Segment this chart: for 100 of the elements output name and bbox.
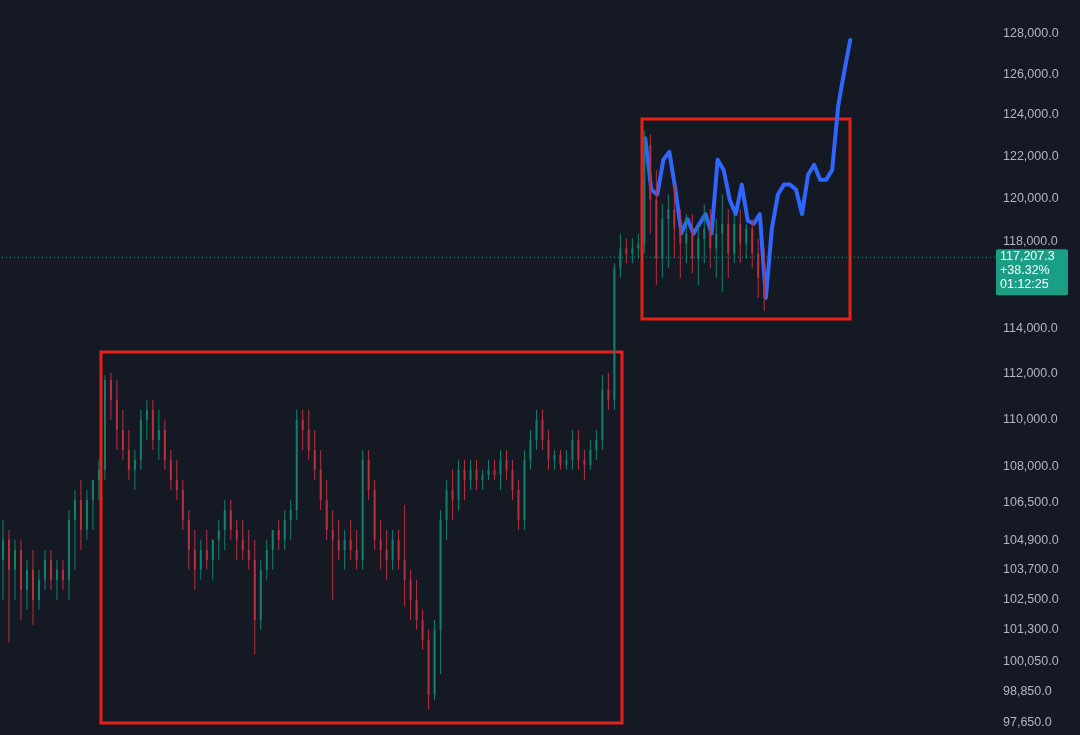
candlestick — [331, 509, 334, 601]
candlestick — [541, 409, 544, 451]
candlestick — [97, 459, 100, 501]
y-tick-label: 128,000.0 — [1003, 26, 1059, 41]
candlestick — [535, 409, 538, 451]
candlestick — [409, 569, 412, 621]
candlestick — [145, 399, 148, 441]
y-tick-label: 126,000.0 — [1003, 66, 1059, 81]
y-tick-label: 118,000.0 — [1003, 233, 1058, 248]
y-tick-label: 110,000.0 — [1003, 412, 1058, 427]
candlestick — [397, 529, 400, 571]
candlestick — [739, 208, 742, 264]
candlestick — [271, 529, 274, 571]
ref-line-label: 117,207.3 — [1000, 249, 1055, 264]
candlestick — [109, 372, 112, 421]
candlestick — [577, 429, 580, 471]
candlestick — [61, 559, 64, 591]
candlestick — [469, 459, 472, 491]
candlestick — [559, 449, 562, 471]
candlestick — [565, 449, 568, 471]
candlestick — [667, 194, 670, 269]
candlestick — [505, 449, 508, 481]
candlestick — [487, 459, 490, 481]
candlestick — [685, 213, 688, 264]
candlestick — [715, 218, 718, 279]
candlestick — [481, 469, 484, 491]
candlestick — [499, 449, 502, 491]
y-tick-label: 120,000.0 — [1003, 190, 1059, 205]
candlestick — [355, 529, 358, 571]
candlestick — [619, 233, 622, 279]
candlestick — [175, 459, 178, 501]
candlestick — [55, 559, 58, 601]
candlestick — [745, 223, 748, 259]
candlestick — [199, 539, 202, 581]
text: 01:12:25 — [1000, 277, 1049, 292]
candlestick — [91, 479, 94, 531]
y-tick-label: 122,000.0 — [1003, 148, 1059, 163]
candlestick — [7, 529, 10, 644]
candlestick — [703, 203, 706, 264]
candlestick — [547, 429, 550, 471]
candlestick — [697, 223, 700, 286]
candlestick — [49, 549, 52, 591]
candlestick — [277, 519, 280, 551]
y-tick-label: 100,050.0 — [1003, 653, 1059, 668]
candlestick — [583, 449, 586, 481]
candlestick — [13, 539, 16, 601]
candlestick — [283, 509, 286, 551]
candlestick — [721, 194, 724, 293]
candlestick — [313, 429, 316, 481]
y-tick-label: 102,500.0 — [1003, 591, 1059, 606]
y-tick-label: 108,000.0 — [1003, 458, 1059, 473]
candlestick — [235, 519, 238, 561]
candlestick — [265, 539, 268, 581]
candlestick — [37, 569, 40, 610]
candlestick — [217, 519, 220, 561]
candlestick — [349, 519, 352, 561]
candlestick — [73, 489, 76, 571]
y-tick-label: 114,000.0 — [1003, 321, 1058, 336]
y-tick-label: 98,850.0 — [1003, 684, 1052, 699]
candlestick — [205, 529, 208, 571]
line-series — [643, 37, 853, 300]
candlestick — [679, 208, 682, 279]
candlestick — [307, 409, 310, 461]
candlestick — [607, 372, 610, 411]
candlestick — [379, 519, 382, 571]
candlestick — [493, 459, 496, 481]
candlestick — [385, 529, 388, 581]
candlestick — [223, 499, 226, 551]
candlestick — [403, 504, 406, 607]
candlestick — [241, 519, 244, 561]
candlestick — [121, 409, 124, 461]
candlestick — [475, 459, 478, 491]
candlestick — [529, 429, 532, 471]
y-tick-label: 112,000.0 — [1003, 366, 1058, 381]
y-tick-label: 103,700.0 — [1003, 562, 1059, 577]
candlestick — [43, 549, 46, 591]
candlestick — [193, 529, 196, 591]
candlestick — [289, 499, 292, 541]
candlestick — [595, 429, 598, 461]
candlestick — [247, 529, 250, 571]
candlestick — [421, 608, 424, 651]
candlestick — [625, 238, 628, 264]
candlestick — [553, 449, 556, 471]
candlestick — [133, 449, 136, 491]
candlestick — [391, 529, 394, 571]
candlestick — [2, 519, 4, 601]
y-tick-label: 106,500.0 — [1003, 494, 1059, 509]
y-tick-label: 97,650.0 — [1003, 715, 1052, 730]
y-tick-label: 104,900.0 — [1003, 533, 1059, 548]
candlestick — [511, 459, 514, 501]
candlestick — [169, 449, 172, 491]
text: +38.32% — [1000, 263, 1050, 278]
candlestick — [337, 519, 340, 561]
candlestick — [571, 429, 574, 471]
y-tick-label: 124,000.0 — [1003, 107, 1059, 122]
candlestick — [211, 539, 214, 581]
candlestick — [157, 409, 160, 461]
candlestick — [415, 579, 418, 631]
candlestick — [673, 184, 676, 259]
candlestick — [301, 409, 304, 451]
